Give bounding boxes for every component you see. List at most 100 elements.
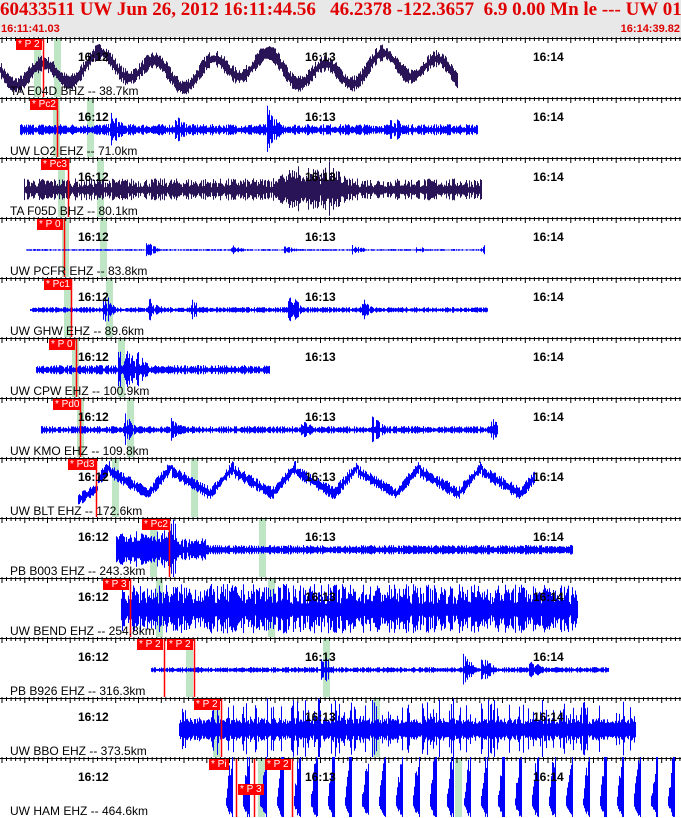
seismogram-panel[interactable]: 16:12 16:13 16:14 * P 2 TA E04D BHZ -- 38.7k… (0, 37, 681, 97)
time-tick-label: 16:13 (305, 530, 336, 544)
time-tick-label: 16:14 (533, 710, 564, 724)
pick-flag[interactable]: * Pd0 (53, 399, 82, 410)
time-tick-label: 16:14 (533, 590, 564, 604)
station-label: UW CPW EHZ -- 100.9km (10, 384, 150, 398)
pick-flag[interactable]: * P 3 (238, 784, 264, 795)
seismogram-panel[interactable]: 16:12 16:13 16:14 * P 0 UW CPW EHZ -- 100.9k… (0, 337, 681, 397)
time-tick-label: 16:14 (533, 470, 564, 484)
pick-flag[interactable]: * Pd3 (68, 459, 97, 470)
waveform-plot (0, 217, 681, 277)
waveform-plot (0, 277, 681, 337)
time-tick-label: 16:12 (78, 290, 109, 304)
pick-flag[interactable]: * Pi (209, 759, 229, 770)
time-tick-label: 16:13 (305, 110, 336, 124)
station-label: UW BBO EHZ -- 373.5km (10, 744, 147, 758)
time-axis (0, 97, 681, 103)
waveform-trace (20, 105, 478, 152)
time-axis (0, 397, 681, 403)
seismogram-panel[interactable]: 16:12 16:13 16:14 * Pc2 PB B003 EHZ -- 243.3… (0, 517, 681, 577)
waveform-trace (151, 653, 609, 685)
waveform-plot (0, 157, 681, 217)
seismogram-panel[interactable]: 16:12 16:13 16:14 * Pi * P 3 * P 2 UW HAM EHZ … (0, 757, 681, 817)
waveform-plot (0, 577, 681, 637)
station-label: UW GHW EHZ -- 89.6km (10, 324, 144, 338)
pick-flag[interactable]: * Pc2 (142, 519, 170, 530)
waveform-trace (226, 757, 675, 817)
waveform-plot (0, 697, 681, 757)
pick-flag[interactable]: * P 3 (103, 579, 129, 590)
time-axis (0, 697, 681, 703)
time-axis (0, 517, 681, 523)
time-tick-label: 16:12 (78, 170, 109, 184)
station-label: UW HAM EHZ -- 464.6km (10, 804, 149, 818)
station-label: UW LO2 EHZ -- 71.0km (10, 144, 138, 158)
time-tick-label: 16:13 (305, 770, 336, 784)
time-tick-label: 16:13 (305, 350, 336, 364)
pick-flag[interactable]: * P 2 (194, 699, 220, 710)
time-tick-label: 16:13 (305, 50, 336, 64)
predicted-arrival-band (455, 759, 462, 817)
waveform-trace (26, 243, 485, 257)
pick-flag[interactable]: * P 0 (37, 219, 63, 230)
time-axis (0, 157, 681, 163)
time-tick-label: 16:12 (78, 590, 109, 604)
time-tick-label: 16:14 (533, 230, 564, 244)
station-label: TA F05D BHZ -- 80.1km (10, 204, 138, 218)
time-axis (0, 577, 681, 583)
waveform-trace (41, 413, 498, 445)
seismogram-panel[interactable]: 16:12 16:13 16:14 * Pd0 UW KMO EHZ -- 109.8k… (0, 397, 681, 457)
waveform-plot (0, 37, 681, 97)
seismogram-panel[interactable]: 16:12 16:13 16:14 * Pc2 UW LO2 EHZ -- 71.0km (0, 97, 681, 157)
time-tick-label: 16:14 (533, 350, 564, 364)
pick-flag[interactable]: * Pc2 (30, 99, 58, 110)
waveform-trace (116, 519, 573, 577)
station-label: PB B003 EHZ -- 243.3km (10, 564, 146, 578)
seismogram-panel[interactable]: 16:12 16:13 16:14 * Pc3 TA F05D BHZ -- 80.1k… (0, 157, 681, 217)
time-tick-label: 16:14 (533, 110, 564, 124)
pick-flag[interactable]: * Pc3 (41, 159, 69, 170)
seismogram-panel[interactable]: 16:12 16:13 16:14 * P 2 UW BBO EHZ -- 373.5k… (0, 697, 681, 757)
time-tick-label: 16:13 (305, 170, 336, 184)
pick-flag[interactable]: * Pc1 (44, 279, 72, 290)
seismogram-panel[interactable]: 16:12 16:13 16:14 * P 3 UW BEND EHZ -- 254.8… (0, 577, 681, 637)
time-tick-label: 16:12 (78, 110, 109, 124)
station-label: UW KMO EHZ -- 109.8km (10, 444, 149, 458)
waveform-trace (24, 161, 482, 216)
predicted-arrival-band (100, 219, 107, 277)
time-axis (0, 37, 681, 43)
pick-flag[interactable]: * P 0 (49, 339, 75, 350)
pick-flag[interactable]: * P 2 (137, 639, 163, 650)
predicted-arrival-band (62, 219, 69, 277)
time-tick-label: 16:12 (78, 710, 109, 724)
waveform-plot (0, 337, 681, 397)
seismogram-panel[interactable]: 16:12 16:13 16:14 * Pd3 UW BLT EHZ -- 172.6k… (0, 457, 681, 517)
time-tick-label: 16:14 (533, 170, 564, 184)
seismogram-panel[interactable]: 16:12 16:13 16:14 * P 2 * P 2 PB B926 EHZ -- … (0, 637, 681, 697)
time-axis (0, 757, 681, 763)
waveform-trace (30, 297, 488, 322)
seismogram-panel[interactable]: 16:12 16:13 16:14 * P 0 UW PCFR EHZ -- 83.8k… (0, 217, 681, 277)
waveform-trace (78, 461, 535, 505)
waveform-trace (0, 44, 458, 95)
predicted-arrival-band (54, 39, 61, 97)
time-axis (0, 457, 681, 463)
pick-flag[interactable]: * P 2 (265, 759, 291, 770)
start-time: 16:11:41.03 (1, 23, 60, 35)
predicted-arrival-band (112, 459, 119, 517)
waveform-plot (0, 97, 681, 157)
waveform-trace (36, 351, 270, 387)
time-tick-label: 16:13 (305, 590, 336, 604)
pick-flag[interactable]: * P 2 (16, 39, 42, 50)
time-tick-label: 16:13 (305, 410, 336, 424)
time-tick-label: 16:13 (305, 650, 336, 664)
time-tick-label: 16:14 (533, 290, 564, 304)
waveform-plot (0, 517, 681, 577)
station-label: TA E04D BHZ -- 38.7km (10, 84, 139, 98)
station-label: UW BLT EHZ -- 172.6km (10, 504, 143, 518)
pick-flag[interactable]: * P 2 (167, 639, 193, 650)
time-axis (0, 217, 681, 223)
seismogram-panel[interactable]: 16:12 16:13 16:14 * Pc1 UW GHW EHZ -- 89.6km (0, 277, 681, 337)
waveform-trace (179, 698, 636, 757)
time-tick-label: 16:12 (78, 50, 109, 64)
time-tick-label: 16:12 (78, 410, 109, 424)
